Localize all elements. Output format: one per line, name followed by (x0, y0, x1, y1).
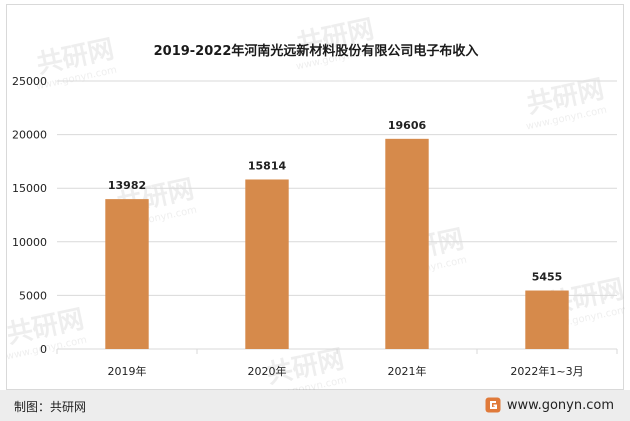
bar-chart: 共研网www.gonyn.com共研网www.gonyn.com共研网www.g… (7, 14, 625, 391)
y-axis: 0 5000 10000 15000 20000 25000 (12, 75, 47, 356)
bar (385, 138, 429, 349)
x-tick-label: 2019年 (108, 364, 147, 378)
y-tick-label: 15000 (12, 182, 47, 195)
bar-series (105, 138, 569, 349)
data-label: 19606 (388, 119, 427, 132)
y-tick-label: 5000 (19, 289, 47, 302)
footer-bar: 制图：共研网 www.gonyn.com (0, 390, 630, 421)
y-tick-label: 10000 (12, 236, 47, 249)
x-tick-label: 2021年 (388, 364, 427, 378)
bar (245, 179, 289, 349)
data-labels: 13982 15814 19606 5455 (108, 119, 562, 284)
y-tick-label: 0 (40, 343, 47, 356)
data-label: 13982 (108, 179, 146, 192)
chart-title: 2019-2022年河南光远新材料股份有限公司电子布收入 (154, 43, 479, 59)
y-tick-label: 25000 (12, 75, 47, 88)
chart-panel: 共研网 www.gonyn.com 共研网 www.gonyn.com 共研网 www.g… (6, 4, 625, 391)
site-url: www.gonyn.com (506, 397, 614, 413)
bar (525, 290, 569, 349)
chart-credit: 制图：共研网 (14, 400, 87, 414)
bar (105, 199, 149, 349)
site-link[interactable]: www.gonyn.com (485, 397, 614, 413)
gridlines (57, 80, 617, 350)
x-axis: 2019年 2020年 2021年 2022年1~3月 (56, 349, 618, 378)
gonyn-logo-icon (485, 397, 501, 413)
data-label: 15814 (248, 159, 287, 172)
data-label: 5455 (532, 271, 563, 284)
y-tick-label: 20000 (12, 129, 47, 142)
x-tick-label: 2022年1~3月 (510, 364, 583, 378)
x-tick-label: 2020年 (248, 364, 287, 378)
